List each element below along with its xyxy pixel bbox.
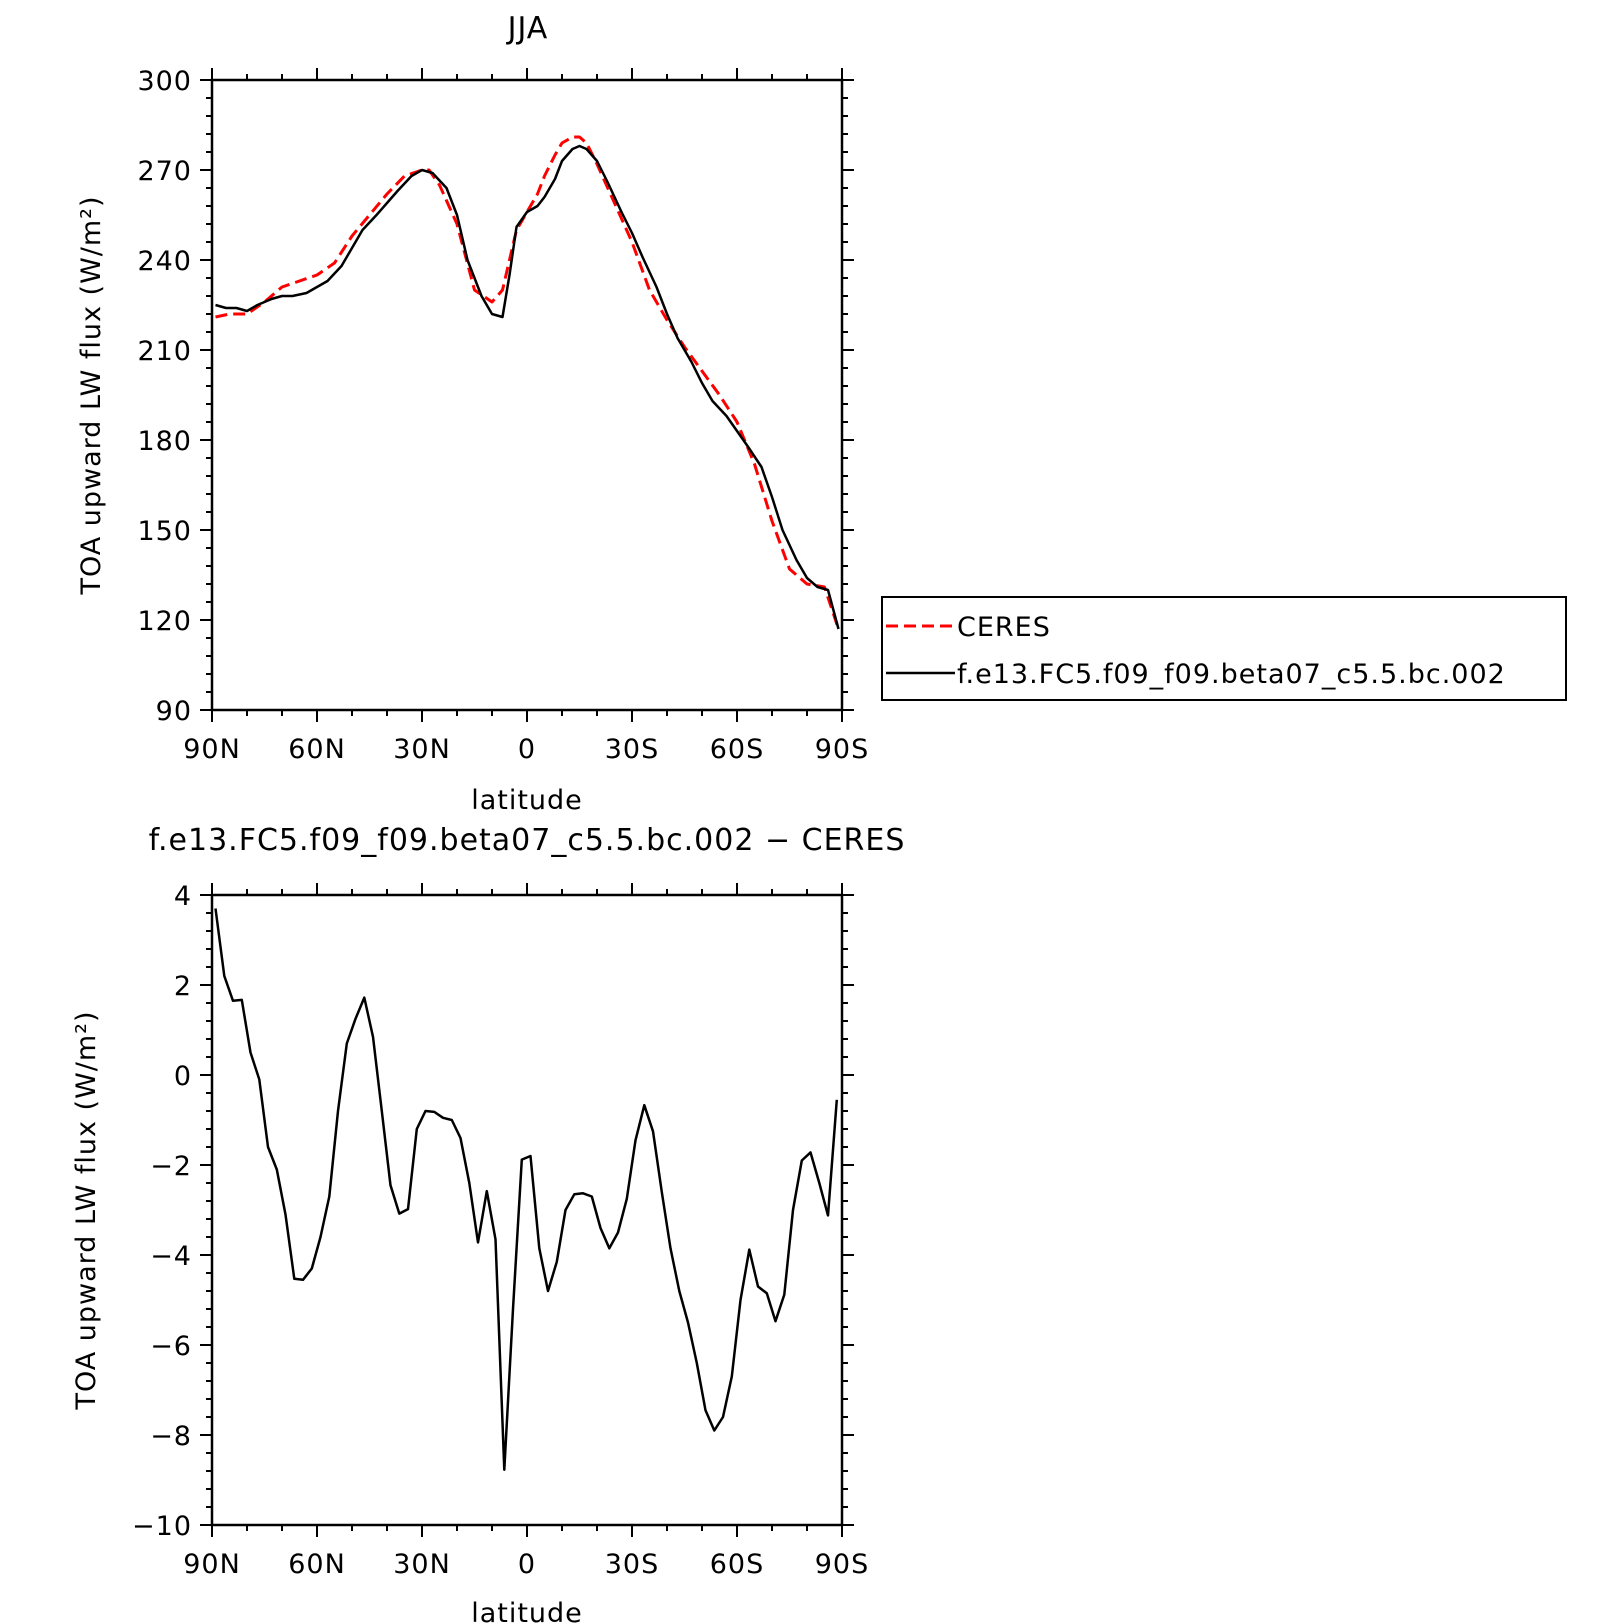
y-tick-label: 270 xyxy=(137,156,192,187)
top-y-axis-label: TOA upward LW flux (W/m²) xyxy=(76,195,107,595)
x-tick-label: 30S xyxy=(605,734,660,765)
y-tick-label: −8 xyxy=(150,1421,192,1452)
top-y-tick-labels: 90 120 150 180 210 240 270 300 xyxy=(137,66,192,727)
x-tick-label: 60N xyxy=(288,1549,346,1580)
y-tick-label: 120 xyxy=(137,606,192,637)
x-tick-label: 0 xyxy=(518,734,536,765)
bottom-x-axis-label: latitude xyxy=(471,1598,583,1624)
bottom-panel-title: f.e13.FC5.f09_f09.beta07_c5.5.bc.002 − C… xyxy=(149,823,906,858)
y-tick-label: 4 xyxy=(174,881,192,912)
legend-label-ceres: CERES xyxy=(957,612,1051,643)
x-tick-label: 90S xyxy=(815,1549,870,1580)
x-tick-label: 60S xyxy=(710,1549,765,1580)
top-plot-frame xyxy=(210,78,844,712)
legend-label-model: f.e13.FC5.f09_f09.beta07_c5.5.bc.002 xyxy=(957,659,1506,690)
y-tick-label: 0 xyxy=(174,1061,192,1092)
x-tick-label: 30N xyxy=(393,734,451,765)
x-tick-label: 30S xyxy=(605,1549,660,1580)
y-tick-label: 150 xyxy=(137,516,192,547)
y-tick-label: −4 xyxy=(150,1241,192,1272)
bottom-panel: f.e13.FC5.f09_f09.beta07_c5.5.bc.002 − C… xyxy=(71,823,906,1624)
bottom-x-tick-labels: 90N 60N 30N 0 30S 60S 90S xyxy=(183,1549,870,1580)
x-tick-label: 0 xyxy=(518,1549,536,1580)
y-tick-label: 90 xyxy=(156,696,192,727)
x-tick-label: 90S xyxy=(815,734,870,765)
y-tick-label: 240 xyxy=(137,246,192,277)
y-tick-label: −2 xyxy=(150,1151,192,1182)
top-x-axis-label: latitude xyxy=(471,785,583,816)
difference-line xyxy=(214,908,839,1471)
y-tick-label: 180 xyxy=(137,426,192,457)
legend-box xyxy=(881,596,1567,701)
y-tick-label: 2 xyxy=(174,971,192,1002)
series-line-ceres xyxy=(215,135,840,630)
bottom-axis-ticks xyxy=(200,883,854,1537)
top-legend: CERES f.e13.FC5.f09_f09.beta07_c5.5.bc.0… xyxy=(881,596,1567,701)
bottom-y-axis-label: TOA upward LW flux (W/m²) xyxy=(71,1010,102,1410)
top-plot-lines xyxy=(215,135,840,630)
y-tick-label: 210 xyxy=(137,336,192,367)
top-panel-title: JJA xyxy=(506,11,549,46)
top-x-tick-labels: 90N 60N 30N 0 30S 60S 90S xyxy=(183,734,870,765)
y-tick-label: −6 xyxy=(150,1331,192,1362)
top-axis-ticks xyxy=(200,68,854,722)
x-tick-label: 90N xyxy=(183,1549,241,1580)
x-tick-label: 60N xyxy=(288,734,346,765)
bottom-plot-frame xyxy=(210,893,844,1527)
series-line-f-e13-fc5-f09-f09-beta07-c5-5-bc-002 xyxy=(215,144,840,630)
bottom-y-tick-labels: −10 −8 −6 −4 −2 0 2 4 xyxy=(132,881,192,1542)
y-tick-label: 300 xyxy=(137,66,192,97)
top-panel: JJA 90 120 150 180 210 240 270 300 90N 60N 30N 0 30… xyxy=(76,11,1567,816)
x-tick-label: 30N xyxy=(393,1549,451,1580)
y-tick-label: −10 xyxy=(132,1511,192,1542)
x-tick-label: 60S xyxy=(710,734,765,765)
x-tick-label: 90N xyxy=(183,734,241,765)
bottom-plot-lines xyxy=(214,908,839,1471)
